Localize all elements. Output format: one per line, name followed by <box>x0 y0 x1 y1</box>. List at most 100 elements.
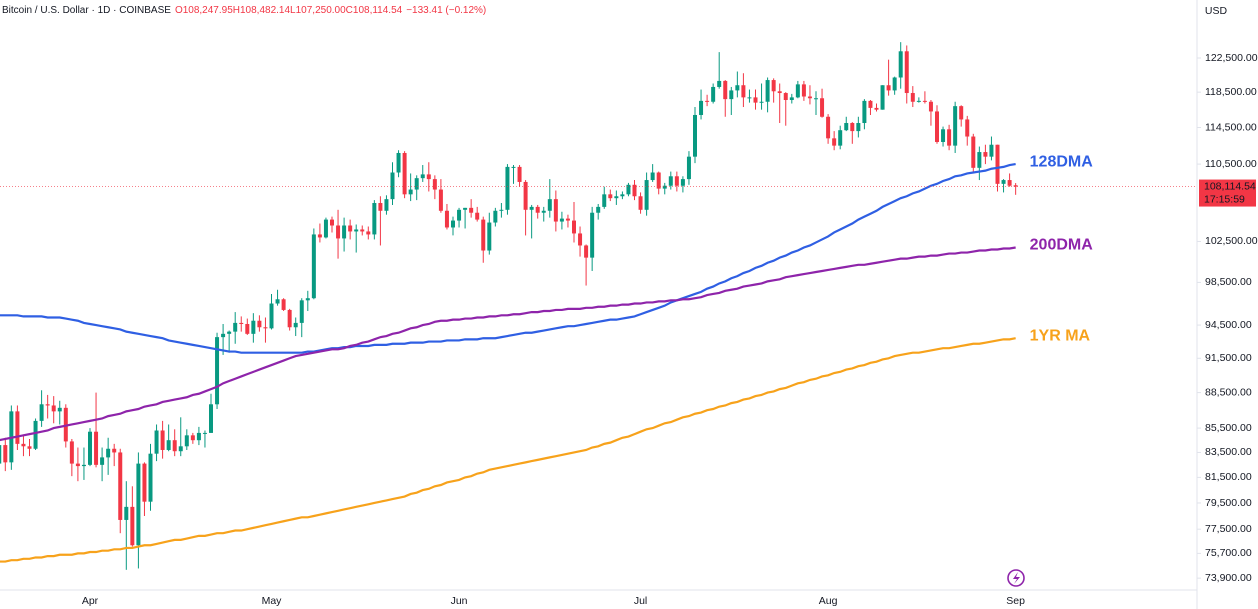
candle-body <box>384 199 389 211</box>
candle-body <box>209 404 213 433</box>
candle-body <box>432 179 437 190</box>
candle-body <box>584 245 589 258</box>
open-label: O108,247.95 <box>175 5 233 16</box>
candle-body <box>856 123 861 132</box>
candle-body <box>69 441 74 464</box>
candle-body <box>523 181 528 210</box>
candle-body <box>826 116 831 139</box>
candle-body <box>644 180 649 210</box>
candle-body <box>989 144 994 157</box>
candle-body <box>717 80 722 87</box>
candle-body <box>438 189 443 211</box>
symbol-title: Bitcoin / U.S. Dollar · 1D · COINBASE O10… <box>2 5 486 16</box>
y-tick-label: 110,500.00 <box>1205 158 1257 170</box>
candle-body <box>475 212 480 220</box>
candle-body <box>608 194 613 199</box>
candle-body <box>959 106 964 120</box>
candle-body <box>245 323 250 334</box>
candle-body <box>765 80 770 102</box>
candle-body <box>965 119 970 137</box>
candle-body <box>559 218 564 222</box>
candle-body <box>638 196 643 210</box>
candle-body <box>402 152 407 195</box>
candle-body <box>33 420 38 449</box>
y-tick-label: 91,500.00 <box>1205 352 1252 364</box>
candle-body <box>0 445 2 464</box>
candle-body <box>928 101 933 112</box>
y-tick-label: 114,500.00 <box>1205 121 1257 133</box>
candle-body <box>463 207 468 210</box>
candle-body <box>941 129 946 142</box>
candle-body <box>348 225 353 232</box>
y-tick-label: 102,500.00 <box>1205 235 1258 247</box>
candle-body <box>777 91 782 94</box>
candle-body <box>711 86 716 102</box>
candle-body <box>868 100 873 108</box>
candle-body <box>21 443 26 447</box>
ma-label: 1YR MA <box>1030 327 1091 344</box>
candle-body <box>753 97 758 103</box>
candle-body <box>299 300 304 323</box>
candle-body <box>572 220 576 234</box>
candle-body <box>221 333 226 338</box>
candle-body <box>747 97 752 99</box>
candle-body <box>142 463 147 502</box>
candle-body <box>323 219 328 238</box>
candle-body <box>336 225 341 239</box>
candle-body <box>166 440 171 450</box>
countdown-label: 17:15:59 <box>1204 193 1245 205</box>
candle-body <box>850 123 855 132</box>
candle-body <box>275 299 280 304</box>
x-tick-label: Apr <box>82 595 99 607</box>
candle-body <box>330 219 334 226</box>
x-tick-label: Jul <box>634 595 647 607</box>
x-tick-label: May <box>262 595 283 607</box>
currency-label[interactable]: USD <box>1205 5 1228 17</box>
candle-body <box>977 152 982 168</box>
candle-body <box>251 320 256 334</box>
candle-body <box>263 327 268 329</box>
candle-body <box>699 100 704 115</box>
price-tag-label: 108,114.54 <box>1204 180 1256 192</box>
candle-body <box>947 129 952 146</box>
symbol-name: Bitcoin / U.S. Dollar · 1D · COINBASE <box>2 5 171 16</box>
candle-body <box>759 101 764 103</box>
y-tick-label: 77,500.00 <box>1205 523 1252 535</box>
candle-body <box>75 463 80 467</box>
candle-body <box>15 411 20 444</box>
candle-body <box>130 506 135 546</box>
change-label: −133.41 (−0.12%) <box>406 5 486 16</box>
ma-line <box>0 337 1016 563</box>
candle-body <box>983 152 988 157</box>
candle-body <box>100 457 105 465</box>
y-tick-label: 118,500.00 <box>1205 86 1257 98</box>
candle-body <box>426 174 431 180</box>
candle-body <box>783 93 788 101</box>
candle-body <box>487 222 492 251</box>
candle-body <box>922 100 927 102</box>
candle-body <box>1007 180 1012 186</box>
y-tick-label: 122,500.00 <box>1205 52 1258 64</box>
candle-body <box>499 209 504 211</box>
candle-body <box>680 179 685 186</box>
y-tick-label: 85,500.00 <box>1205 422 1252 434</box>
candle-body <box>88 431 92 465</box>
candle-body <box>154 430 159 454</box>
candle-body <box>233 322 238 332</box>
currency-button[interactable] <box>1200 1 1236 21</box>
price-tag <box>1199 179 1256 207</box>
candle-body <box>741 85 746 98</box>
candle-body <box>184 435 189 447</box>
y-tick-label: 83,500.00 <box>1205 446 1252 458</box>
candle-body <box>898 51 903 78</box>
candle-body <box>1013 185 1018 187</box>
candle-body <box>723 80 728 100</box>
candle-body <box>547 199 552 211</box>
candle-body <box>814 98 818 100</box>
y-tick-label: 94,500.00 <box>1205 319 1252 331</box>
candle-body <box>505 166 510 210</box>
candle-body <box>202 432 207 434</box>
candle-body <box>789 97 794 101</box>
y-tick-label: 73,900.00 <box>1205 572 1252 584</box>
